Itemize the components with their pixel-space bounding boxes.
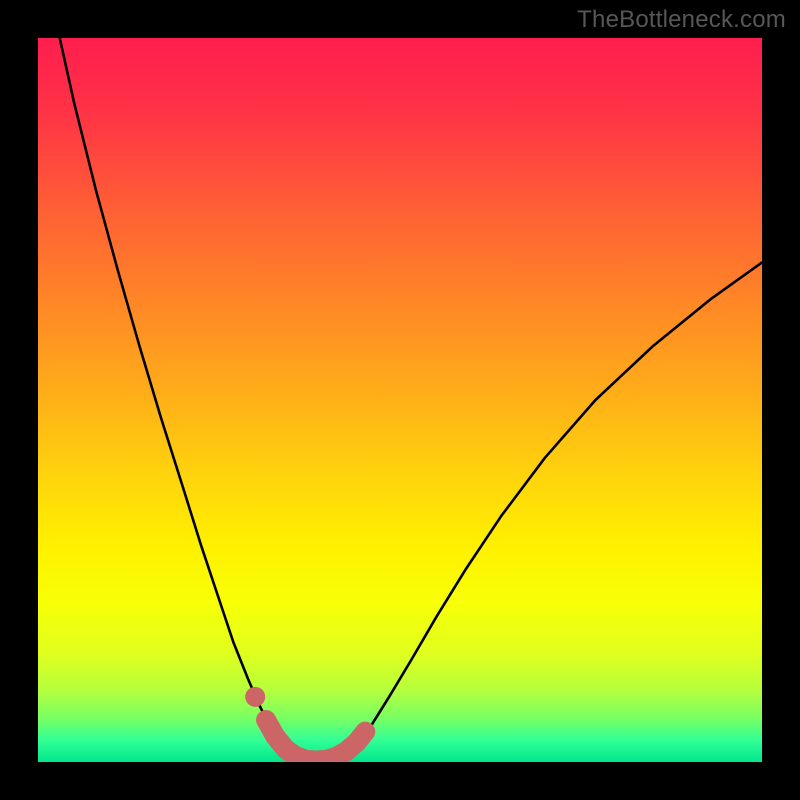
highlight-dot bbox=[245, 687, 265, 707]
watermark-text: TheBottleneck.com bbox=[577, 6, 786, 34]
plot-svg bbox=[38, 38, 762, 762]
chart-container: TheBottleneck.com bbox=[0, 0, 800, 800]
gradient-background bbox=[38, 38, 762, 762]
plot-area bbox=[38, 38, 762, 762]
